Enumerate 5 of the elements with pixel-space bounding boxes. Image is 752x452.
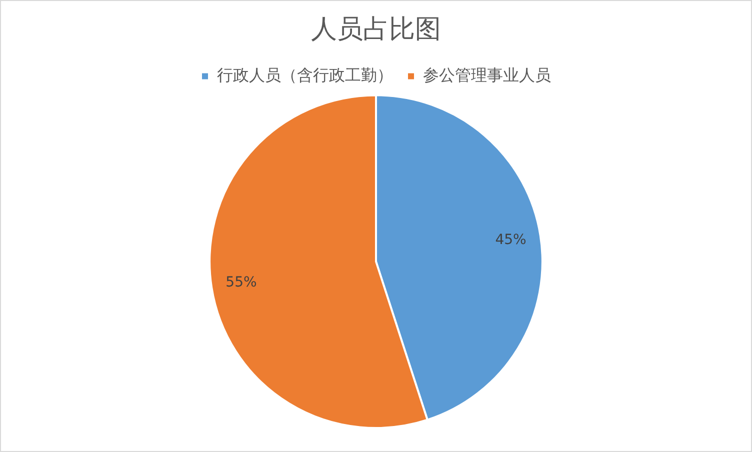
data-label: 45% [495, 232, 526, 248]
chart-title: 人员占比图 [311, 14, 441, 44]
legend-label: 行政人员（含行政工勤） [217, 65, 393, 84]
legend-label: 参公管理事业人员 [423, 65, 551, 84]
data-label: 55% [226, 274, 257, 291]
